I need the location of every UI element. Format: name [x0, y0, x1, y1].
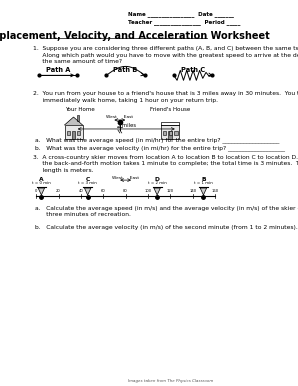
Text: 1.  Suppose you are considering three different paths (A, B, and C) between the : 1. Suppose you are considering three dif…	[33, 46, 298, 51]
Text: 60: 60	[101, 189, 105, 193]
Text: Along which path would you have to move with the greatest speed to arrive at the: Along which path would you have to move …	[33, 52, 298, 58]
Text: the same amount of time?: the same amount of time?	[33, 59, 122, 64]
Polygon shape	[200, 188, 207, 195]
Text: Your Home: Your Home	[65, 107, 95, 112]
Text: t = 0 min: t = 0 min	[32, 181, 51, 185]
Text: 120: 120	[167, 189, 174, 193]
Polygon shape	[84, 188, 91, 195]
Text: 160: 160	[212, 189, 218, 193]
Bar	[72, 131, 75, 139]
Text: Images taken from The Physics Classroom: Images taken from The Physics Classroom	[128, 379, 213, 383]
Text: 20: 20	[56, 189, 61, 193]
Text: t = 2 min: t = 2 min	[148, 181, 167, 185]
Text: three minutes of recreation.: three minutes of recreation.	[35, 212, 131, 217]
Bar	[175, 131, 178, 135]
Text: t = 3 min: t = 3 min	[78, 181, 97, 185]
Text: a.   Calculate the average speed (in m/s) and the average velocity (in m/s) of t: a. Calculate the average speed (in m/s) …	[35, 206, 298, 211]
Bar	[169, 131, 172, 135]
Text: D: D	[155, 177, 159, 182]
Text: immediately walk home, taking 1 hour on your return trip.: immediately walk home, taking 1 hour on …	[33, 98, 218, 103]
Text: length is meters.: length is meters.	[33, 168, 94, 173]
Polygon shape	[64, 117, 83, 125]
Text: 100: 100	[145, 189, 151, 193]
Text: West     East: West East	[106, 115, 134, 119]
Text: t = 1 min: t = 1 min	[194, 181, 213, 185]
Text: 3 miles: 3 miles	[117, 123, 136, 128]
Text: 0: 0	[35, 189, 38, 193]
Text: C: C	[86, 177, 90, 182]
Bar	[163, 131, 166, 135]
Bar	[67, 131, 70, 135]
Text: 2.  You run from your house to a friend's house that is 3 miles away in 30 minut: 2. You run from your house to a friend's…	[33, 91, 298, 96]
Polygon shape	[38, 188, 45, 195]
Text: Friend's House: Friend's House	[150, 107, 190, 112]
Text: Displacement, Velocity, and Acceleration Worksheet: Displacement, Velocity, and Acceleration…	[0, 31, 269, 41]
Text: West     East: West East	[112, 176, 139, 180]
Bar	[64, 125, 83, 139]
Bar	[77, 131, 80, 135]
Bar	[168, 131, 172, 139]
Text: b.   Calculate the average velocity (in m/s) of the second minute (from 1 to 2 m: b. Calculate the average velocity (in m/…	[35, 225, 298, 230]
Text: B: B	[201, 177, 206, 182]
Text: the back-and-forth motion takes 1 minute to complete; the total time is 3 minute: the back-and-forth motion takes 1 minute…	[33, 161, 298, 166]
Text: Path B: Path B	[114, 68, 138, 73]
Text: a.   What was the average speed (in mi/hr) for the entire trip? ________________: a. What was the average speed (in mi/hr)…	[35, 137, 279, 142]
Text: Path C: Path C	[181, 68, 205, 73]
Text: Path A: Path A	[46, 68, 70, 73]
Bar	[161, 125, 179, 139]
Text: Teacher _________________  Period _____: Teacher _________________ Period _____	[128, 19, 240, 25]
Text: Name _________________  Date _______: Name _________________ Date _______	[128, 11, 233, 17]
Text: A: A	[39, 177, 44, 182]
Text: b.   What was the average velocity (in mi/hr) for the entire trip? _____________: b. What was the average velocity (in mi/…	[35, 145, 285, 151]
Text: 40: 40	[79, 189, 83, 193]
Text: 3.  A cross-country skier moves from location A to location B to location C to l: 3. A cross-country skier moves from loca…	[33, 155, 298, 160]
Text: 80: 80	[123, 189, 128, 193]
Text: 140: 140	[189, 189, 196, 193]
Bar	[77, 115, 79, 121]
Polygon shape	[154, 188, 160, 195]
